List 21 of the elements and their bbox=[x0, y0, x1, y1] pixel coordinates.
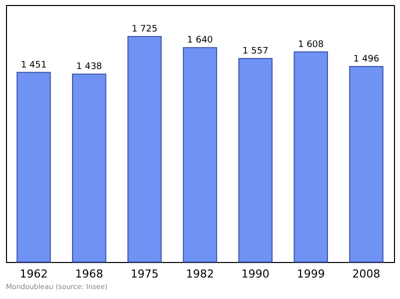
x-tick-label: 1999 bbox=[296, 268, 325, 280]
bar bbox=[72, 74, 106, 262]
data-label: 1 496 bbox=[353, 54, 380, 64]
x-tick-label: 1962 bbox=[20, 268, 48, 280]
bar bbox=[127, 36, 162, 262]
bar bbox=[349, 66, 384, 262]
x-tick-label: 2008 bbox=[352, 268, 380, 280]
data-label: 1 557 bbox=[242, 46, 268, 57]
bar bbox=[238, 58, 273, 262]
x-tick-label: 1982 bbox=[186, 268, 214, 280]
data-label: 1 451 bbox=[20, 60, 47, 70]
bar bbox=[16, 72, 51, 262]
bar bbox=[182, 47, 218, 262]
x-tick-label: 1975 bbox=[130, 268, 159, 280]
bar bbox=[294, 51, 328, 262]
data-label: 1 608 bbox=[298, 40, 324, 50]
data-label: 1 640 bbox=[187, 36, 214, 46]
x-tick-label: 1990 bbox=[241, 268, 270, 280]
data-label: 1 438 bbox=[76, 62, 102, 72]
data-label: 1 725 bbox=[132, 24, 158, 35]
x-tick-label: 1968 bbox=[75, 268, 104, 280]
